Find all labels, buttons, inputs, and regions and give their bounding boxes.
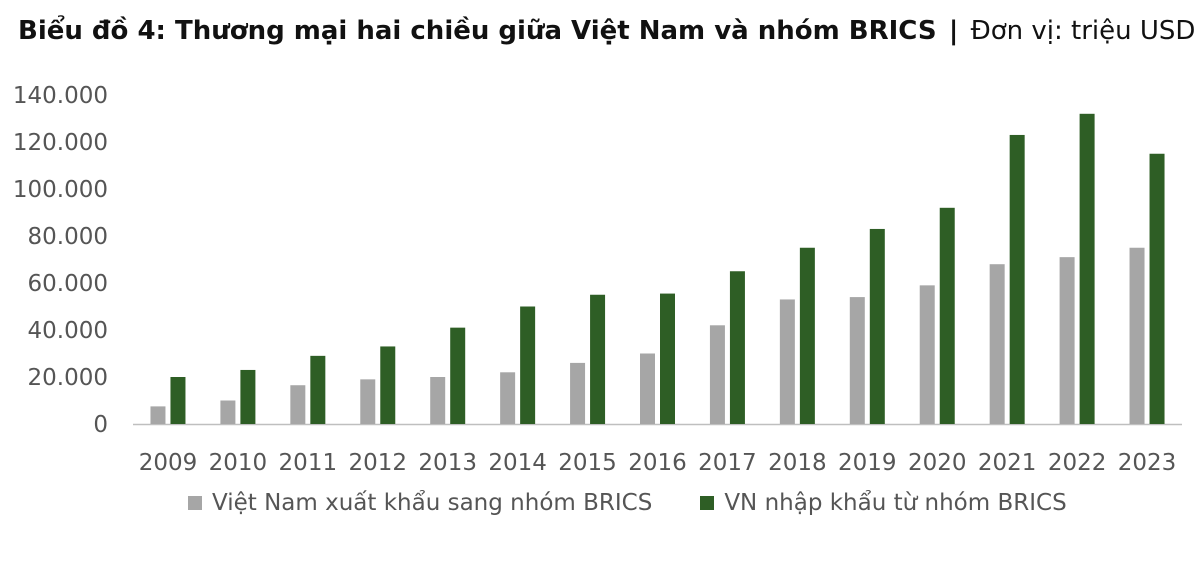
y-tick-label: 40.000 [28, 318, 108, 344]
x-tick-label: 2021 [978, 450, 1037, 476]
x-axis-tick-labels: 2009 2010 2011 2012 2013 2014 2015 2016 2017 2018… [139, 450, 1177, 476]
chart-legend: Việt Nam xuất khẩu sang nhóm BRICS VN nh… [188, 490, 1067, 516]
x-tick-label: 2017 [698, 450, 757, 476]
bar-export-2014 [500, 372, 516, 424]
bar-import-2017 [729, 271, 745, 424]
x-tick-label: 2009 [139, 450, 198, 476]
bar-export-2016 [640, 353, 655, 424]
bar-import-2020 [939, 207, 955, 424]
x-tick-label: 2012 [348, 450, 407, 476]
bar-export-2009 [150, 406, 166, 424]
legend-item-export: Việt Nam xuất khẩu sang nhóm BRICS [188, 490, 652, 516]
bar-import-2010 [240, 369, 256, 424]
x-tick-label: 2019 [838, 450, 897, 476]
legend-label-export: Việt Nam xuất khẩu sang nhóm BRICS [212, 490, 653, 516]
y-tick-label: 100.000 [13, 177, 108, 203]
bar-import-2013 [450, 327, 466, 424]
x-tick-label: 2022 [1048, 450, 1107, 476]
x-tick-label: 2023 [1118, 450, 1177, 476]
bar-import-2014 [520, 306, 536, 424]
x-tick-label: 2020 [908, 450, 967, 476]
bar-import-2021 [1009, 134, 1025, 424]
y-tick-label: 80.000 [28, 224, 108, 250]
bar-import-2018 [799, 247, 815, 424]
legend-item-import: VN nhập khẩu từ nhóm BRICS [700, 490, 1067, 516]
bar-import-2022 [1079, 113, 1095, 425]
bar-import-2012 [380, 346, 396, 424]
x-tick-label: 2015 [558, 450, 617, 476]
bar-export-2018 [779, 299, 795, 424]
x-tick-label: 2014 [488, 450, 547, 476]
legend-swatch-export [188, 496, 202, 510]
chart-title-separator: | [948, 16, 959, 46]
x-tick-label: 2016 [628, 450, 687, 476]
bar-export-2015 [570, 362, 586, 424]
bar-export-2012 [360, 379, 376, 424]
bar-import-2019 [869, 228, 885, 424]
y-tick-label: 140.000 [13, 83, 108, 109]
bar-import-2009 [170, 377, 186, 424]
chart-title-main: Biểu đồ 4: Thương mại hai chiều giữa Việ… [18, 16, 937, 46]
x-tick-label: 2010 [209, 450, 268, 476]
y-tick-label: 60.000 [28, 271, 108, 297]
bar-export-2023 [1129, 247, 1145, 424]
bar-export-2013 [430, 377, 446, 424]
bar-export-2010 [220, 400, 236, 424]
bar-export-2021 [989, 264, 1005, 424]
bar-series-group [150, 113, 1165, 425]
bar-import-2011 [310, 355, 326, 424]
bar-export-2019 [849, 297, 865, 424]
x-tick-label: 2018 [768, 450, 827, 476]
bar-export-2022 [1059, 257, 1075, 424]
y-tick-label: 120.000 [13, 130, 108, 156]
x-tick-label: 2011 [279, 450, 338, 476]
legend-label-import: VN nhập khẩu từ nhóm BRICS [724, 490, 1067, 516]
legend-swatch-import [700, 496, 715, 510]
chart-title: Biểu đồ 4: Thương mại hai chiều giữa Việ… [18, 14, 1195, 48]
bar-export-2011 [290, 385, 306, 424]
y-tick-label: 20.000 [28, 365, 108, 391]
chart-unit-label: Đơn vị: triệu USD [970, 16, 1196, 46]
x-tick-label: 2013 [418, 450, 477, 476]
bar-import-2016 [660, 293, 675, 424]
y-axis-tick-labels: 0 20.000 40.000 60.000 80.000 100.000 120.000 1… [13, 83, 108, 438]
bar-export-2020 [919, 285, 935, 424]
bar-import-2023 [1149, 153, 1165, 424]
bar-import-2015 [590, 294, 606, 424]
y-tick-label: 0 [93, 412, 108, 438]
bar-export-2017 [709, 325, 725, 424]
